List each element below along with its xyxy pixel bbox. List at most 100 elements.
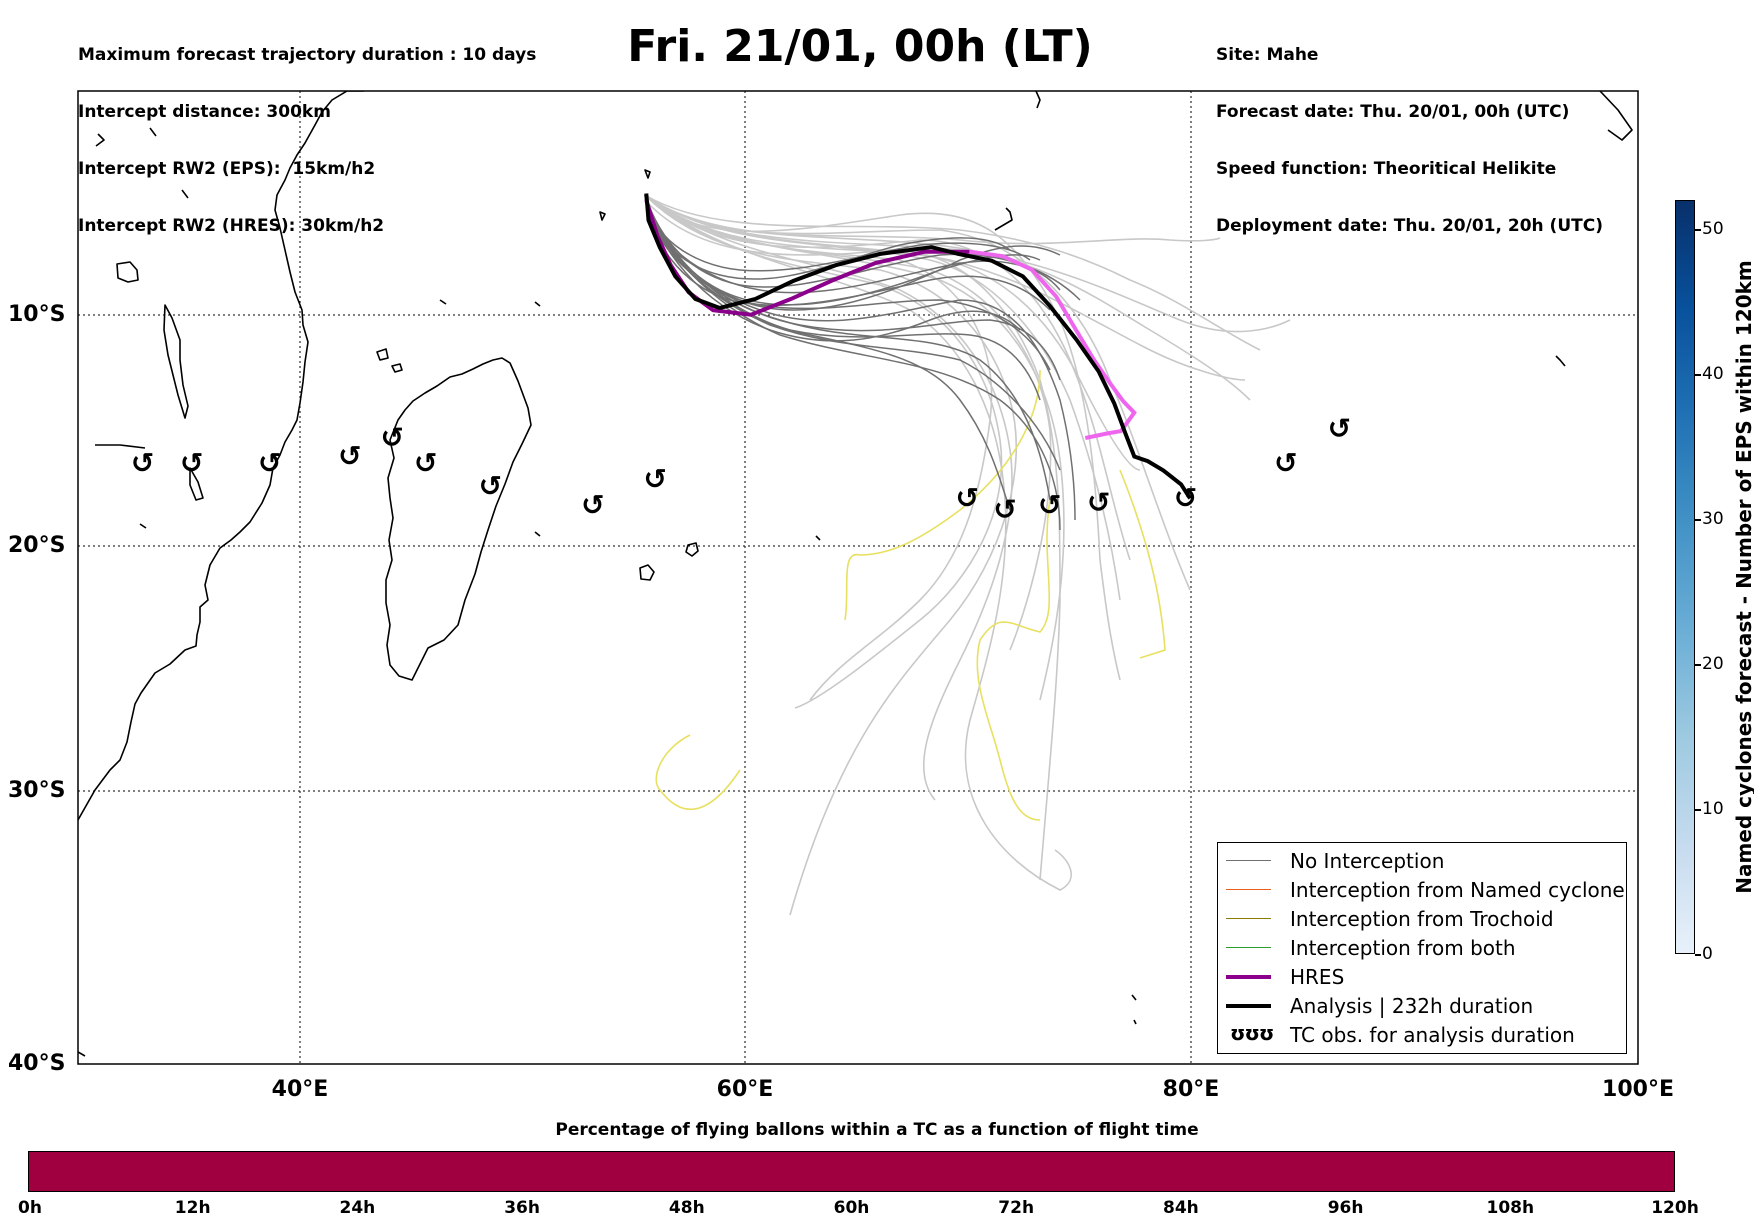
legend-item: HRES (1226, 963, 1621, 991)
legend-swatch (1226, 889, 1271, 890)
lake-victoria (116, 261, 139, 283)
colorbar-tick-label: 40 (1702, 364, 1724, 384)
colorbar-tick-mark (1695, 809, 1701, 811)
dark-track (644, 194, 1051, 371)
legend-label: Analysis | 232h duration (1290, 994, 1534, 1018)
tc-obs-marker-icon: ↺ (338, 440, 361, 473)
legend-label: TC obs. for analysis duration (1290, 1023, 1575, 1047)
tc-obs-marker-icon: ↺ (993, 493, 1016, 526)
dark-track (644, 194, 1051, 311)
lat-label-30s: 30°S (8, 778, 66, 803)
seychelles-2 (599, 211, 606, 221)
eps-track (644, 194, 1246, 381)
tc-obs-legend-icon: ʊʊʊ (1230, 1021, 1274, 1045)
yellow-track (844, 369, 1041, 621)
tc-obs-marker-icon: ↺ (180, 447, 203, 480)
eps-track (644, 194, 1141, 471)
colorbar-tick-mark (1695, 664, 1701, 666)
flight-time-colorbar-title: Percentage of flying ballons within a TC… (555, 1120, 1199, 1140)
legend-item: ʊʊʊ TC obs. for analysis duration (1226, 1021, 1621, 1049)
legend-item: Interception from Trochoid (1226, 905, 1621, 933)
header-left: Maximum forecast trajectory duration : 1… (78, 8, 536, 255)
lon-label-60e: 60°E (716, 1077, 774, 1102)
header-left-line: Intercept RW2 (EPS): 15km/h2 (78, 159, 376, 179)
flight-time-tick-label: 108h (1486, 1198, 1535, 1218)
colorbar-tick-mark (1695, 954, 1701, 956)
eps-track (644, 194, 1291, 333)
lon-label-80e: 80°E (1162, 1077, 1220, 1102)
africa-interior-line (95, 444, 146, 449)
colorbar-tick-label: 10 (1702, 799, 1724, 819)
tc-obs-marker-icon: ↺ (1274, 447, 1297, 480)
legend-swatch (1226, 975, 1271, 979)
legend-item: Interception from Named cyclone (1226, 876, 1625, 904)
flight-time-tick-label: 72h (998, 1198, 1035, 1218)
tc-obs-marker-icon: ↺ (1174, 481, 1197, 514)
analysis-track (644, 193, 1192, 500)
map-frame (77, 90, 1639, 1065)
flight-time-tick-label: 120h (1651, 1198, 1699, 1218)
legend-item: Interception from both (1226, 934, 1621, 962)
colorbar-tick-label: 50 (1702, 219, 1724, 239)
map-legend: No Interception Interception from Named … (1217, 842, 1627, 1054)
small-isle-8 (139, 523, 147, 529)
yellow-track (655, 734, 741, 811)
flight-time-tick-label: 48h (668, 1198, 705, 1218)
colorbar-tick-mark (1695, 519, 1701, 521)
legend-label: Interception from Named cyclone (1290, 878, 1625, 902)
legend-item: Analysis | 232h duration (1226, 992, 1621, 1020)
mauritius-coast (685, 542, 699, 557)
header-right-line: Deployment date: Thu. 20/01, 20h (UTC) (1216, 216, 1603, 236)
tc-obs-marker-icon: ↺ (131, 447, 154, 480)
header-right: Site: Mahe Forecast date: Thu. 20/01, 00… (1216, 8, 1603, 255)
sri-lanka-edge (1599, 91, 1633, 141)
tc-obs-marker-icon: ↺ (1328, 412, 1351, 445)
reunion-coast (639, 564, 655, 581)
colorbar-tick-label: 30 (1702, 509, 1724, 529)
map-title: Fri. 21/01, 00h (LT) (627, 21, 1093, 72)
lat-label-20s: 20°S (8, 533, 66, 558)
lat-label-10s: 10°S (8, 302, 66, 327)
eps-track (644, 194, 1121, 681)
eps-track (644, 194, 1013, 801)
dark-track (644, 194, 1021, 342)
tc-obs-marker-icon: ↺ (1038, 489, 1061, 522)
tc-obs-marker-icon: ↺ (414, 447, 437, 480)
legend-swatch (1226, 860, 1271, 861)
lon-label-100e: 100°E (1602, 1077, 1674, 1102)
legend-swatch (1226, 947, 1271, 948)
eps-track (644, 194, 1003, 709)
gridlines (78, 91, 1638, 1064)
small-isle-7 (181, 189, 189, 199)
header-right-line: Forecast date: Thu. 20/01, 00h (UTC) (1216, 102, 1570, 122)
tc-obs-marker-icon: ↺ (258, 447, 281, 480)
colorbar-tick-label: 0 (1702, 944, 1713, 964)
named-cyclones-colorbar (1675, 200, 1695, 954)
coastlines (78, 91, 1633, 1057)
tc-obs-marker-icon: ↺ (1087, 486, 1110, 519)
tc-obs-marker-icon: ↺ (643, 463, 666, 496)
eps-track (644, 194, 1072, 891)
colorbar-tick-mark (1695, 229, 1701, 231)
eps-track (644, 194, 1121, 601)
small-isle-3 (534, 301, 541, 307)
kerguelen-2 (1133, 1019, 1137, 1025)
cocos (1555, 355, 1566, 367)
flight-time-tick-label: 84h (1163, 1198, 1199, 1218)
colorbar-label: Named cyclones forecast - Number of EPS … (1732, 260, 1754, 894)
eps-track (644, 194, 1261, 351)
flight-time-tick-label: 60h (833, 1198, 870, 1218)
flight-time-tick-label: 12h (174, 1198, 211, 1218)
dark-track (644, 194, 1061, 381)
tc-obs-marker-icon: ↺ (581, 489, 604, 522)
small-isle-5 (95, 133, 105, 147)
colorbar-tick-mark (1695, 374, 1701, 376)
comoros-2 (391, 363, 403, 373)
legend-item: No Interception (1226, 847, 1621, 875)
yellow-track (976, 499, 1051, 821)
header-left-line: Maximum forecast trajectory duration : 1… (78, 45, 537, 65)
header-left-line: Intercept RW2 (HRES): 30km/h2 (78, 216, 385, 236)
tc-obs-marker-icon: ↺ (479, 470, 502, 503)
flight-time-tick-label: 0h (18, 1198, 42, 1218)
